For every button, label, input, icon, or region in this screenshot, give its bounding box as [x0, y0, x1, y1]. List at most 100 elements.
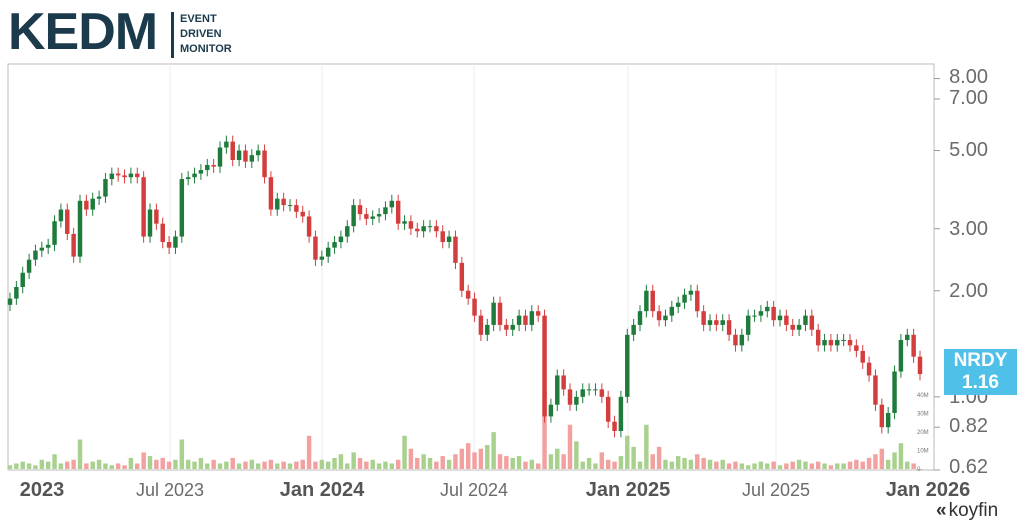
volume-bar [128, 457, 134, 469]
volume-bar [497, 454, 503, 469]
volume-bar [803, 461, 808, 469]
volume-bar [472, 452, 477, 469]
candle-body [605, 396, 611, 422]
last-price: 1.16 [962, 372, 999, 393]
volume-bar [20, 461, 25, 469]
candle-body [268, 177, 274, 210]
candle-body [841, 339, 846, 341]
candle-body [402, 221, 407, 224]
volume-bar [631, 446, 636, 469]
date-axis: 2023 Jul 2023 Jan 2024 Jul 2024 Jan 2025 Jul … [20, 479, 971, 501]
volume-bar [784, 463, 789, 469]
candle-body [71, 233, 76, 257]
volume-bar [249, 459, 255, 469]
volume-bar [383, 461, 388, 469]
volume-bar [885, 459, 891, 469]
candle-body [198, 170, 204, 174]
x-tick-label: Jul 2023 [136, 480, 204, 500]
candle-body [122, 175, 127, 178]
candle-body [249, 155, 255, 162]
candle-body [586, 389, 592, 391]
volume-bar [580, 461, 585, 469]
price-tick-label: 5.00 [949, 139, 988, 161]
candle-body [109, 173, 115, 180]
candle-body [166, 242, 172, 248]
volume-bar [485, 445, 490, 469]
candle-body [281, 198, 286, 206]
candle-body [255, 150, 261, 156]
candle-body [205, 164, 210, 171]
volume-bar [185, 459, 191, 469]
candle-body [325, 247, 331, 257]
candle-body [338, 236, 344, 243]
volume-bar [122, 465, 127, 469]
candle-body [835, 339, 840, 346]
candle-body [675, 302, 681, 307]
volume-bar [835, 463, 840, 469]
volume-bar [866, 457, 872, 469]
volume-bar [7, 465, 13, 469]
logo-line-monitor: MONITOR [180, 43, 232, 55]
candle-body [14, 286, 19, 299]
volume-bar [71, 459, 76, 469]
candle-body [52, 221, 57, 245]
candle-body [873, 375, 878, 405]
volume-bar [300, 459, 305, 469]
price-tick-label: 3.00 [949, 218, 988, 240]
candle-body [96, 196, 102, 199]
candle-body [351, 205, 356, 227]
candle-body [535, 311, 541, 316]
volume-bar [84, 463, 89, 469]
volume-bar [115, 463, 121, 469]
volume-bar [917, 469, 923, 470]
candle-body [612, 421, 617, 431]
candle-body [580, 389, 585, 397]
volume-bar [255, 463, 261, 469]
candle-body [345, 226, 350, 237]
volume-bar [612, 461, 617, 469]
candle-body [185, 177, 191, 180]
volume-bar [364, 461, 369, 469]
volume-bar [275, 463, 280, 469]
volume-bar [421, 454, 426, 469]
candle-body [637, 311, 643, 325]
candle-body [376, 214, 382, 217]
candle-body [516, 315, 522, 325]
volume-bar [555, 448, 560, 469]
candle-body [758, 311, 764, 316]
candle-body [701, 311, 706, 325]
price-tick-label: 2.00 [949, 280, 988, 302]
candle-body [790, 324, 795, 330]
candle-body [911, 334, 916, 357]
candle-body [497, 302, 503, 325]
volume-bar [739, 463, 745, 469]
volume-bar [478, 448, 484, 469]
volume-bar [440, 456, 445, 469]
x-tick-label: Jul 2024 [440, 480, 508, 500]
candle-body [453, 236, 458, 263]
candle-body [593, 389, 598, 391]
candle-body [669, 306, 675, 316]
volume-bar [847, 461, 853, 469]
candle-body [33, 250, 38, 260]
volume-bar [542, 391, 547, 469]
candle-body [294, 205, 299, 212]
volume-bar [675, 456, 681, 469]
candle-body [395, 200, 401, 224]
candle-body [485, 324, 490, 335]
candle-body [561, 375, 566, 390]
volume-bar [325, 461, 331, 469]
candle-body [370, 216, 375, 219]
candle-body [796, 324, 802, 330]
volume-bar [345, 463, 350, 469]
logo-line-driven: DRIVEN [180, 28, 222, 40]
volume-bar [669, 461, 675, 469]
volume-bar [408, 448, 414, 469]
volume-bar [892, 452, 897, 469]
volume-tick-label: 0 [917, 467, 921, 473]
volume-bar [357, 457, 363, 469]
candle-body [898, 339, 904, 372]
candle-body [262, 150, 267, 178]
volume-bar [109, 465, 115, 469]
x-tick-label: 2023 [20, 479, 65, 501]
